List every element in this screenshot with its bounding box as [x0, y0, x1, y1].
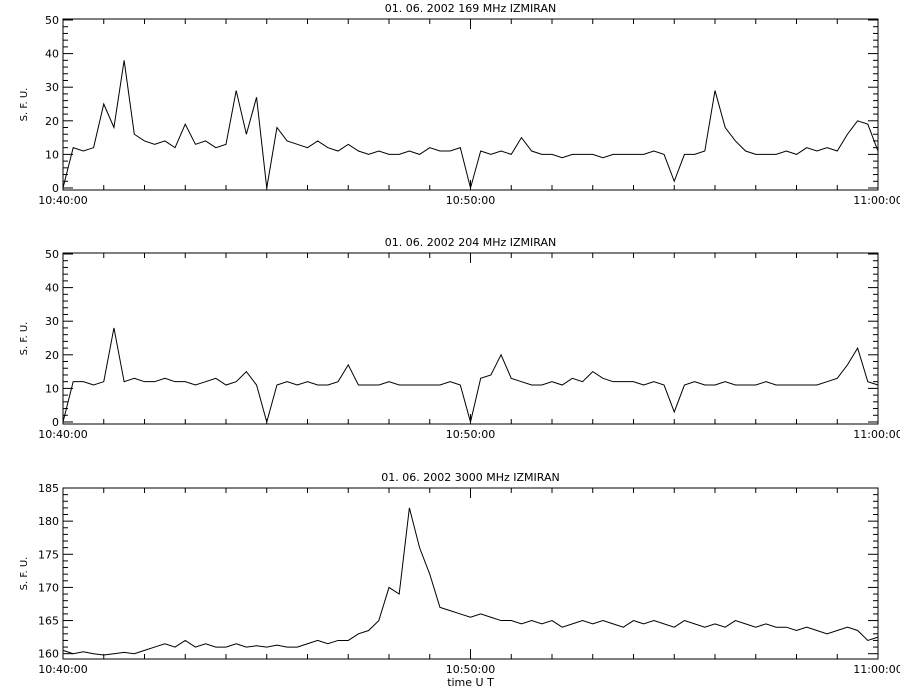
chart-title: 01. 06. 2002 204 MHz IZMIRAN — [385, 236, 556, 249]
plot-frame — [62, 252, 879, 425]
y-tick-label: 50 — [45, 14, 59, 27]
x-tick-label: 10:50:00 — [446, 194, 495, 207]
y-tick-label: 10 — [45, 382, 59, 395]
y-tick-label: 40 — [45, 48, 59, 61]
signal-line — [62, 327, 879, 424]
y-tick-label: 50 — [45, 248, 59, 261]
chart-title: 01. 06. 2002 169 MHz IZMIRAN — [385, 2, 556, 15]
signal-line — [62, 507, 879, 656]
y-tick-label: 30 — [45, 81, 59, 94]
x-tick-label: 11:00:00 — [853, 194, 900, 207]
x-tick-label: 11:00:00 — [853, 663, 900, 676]
y-tick-label: 0 — [52, 182, 59, 195]
x-tick-label: 10:50:00 — [446, 663, 495, 676]
x-tick-label: 10:50:00 — [446, 428, 495, 441]
chart-title: 01. 06. 2002 3000 MHz IZMIRAN — [381, 471, 559, 484]
y-tick-label: 175 — [38, 548, 59, 561]
signal-line — [62, 60, 879, 190]
y-tick-label: 10 — [45, 148, 59, 161]
x-tick-label: 10:40:00 — [38, 428, 87, 441]
plot-frame — [62, 18, 879, 191]
y-tick-label: 20 — [45, 349, 59, 362]
y-axis-label: S. F. U. — [19, 557, 30, 591]
y-tick-label: 180 — [38, 515, 59, 528]
y-tick-label: 0 — [52, 416, 59, 429]
x-tick-label: 10:40:00 — [38, 194, 87, 207]
y-axis-label: S. F. U. — [19, 88, 30, 122]
y-axis-label: S. F. U. — [19, 322, 30, 356]
x-tick-label: 11:00:00 — [853, 428, 900, 441]
y-tick-label: 165 — [38, 615, 59, 628]
y-tick-label: 170 — [38, 581, 59, 594]
y-tick-label: 40 — [45, 282, 59, 295]
y-tick-label: 185 — [38, 482, 59, 495]
x-axis-label: time U T — [447, 676, 494, 689]
y-tick-label: 160 — [38, 648, 59, 661]
y-tick-label: 30 — [45, 315, 59, 328]
x-tick-label: 10:40:00 — [38, 663, 87, 676]
plot-frame — [62, 487, 879, 660]
y-tick-label: 20 — [45, 115, 59, 128]
